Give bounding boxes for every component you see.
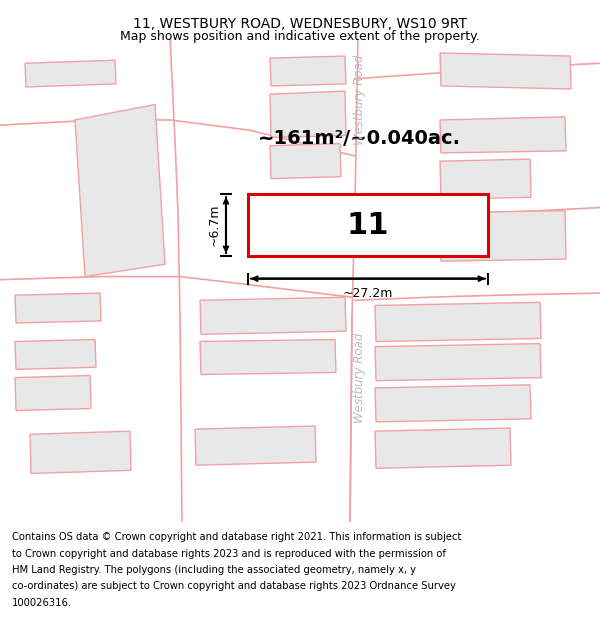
- Text: ~161m²/~0.040ac.: ~161m²/~0.040ac.: [258, 129, 461, 148]
- Bar: [248, 194, 488, 256]
- Polygon shape: [375, 428, 511, 468]
- Polygon shape: [15, 293, 101, 323]
- Polygon shape: [200, 339, 336, 374]
- Polygon shape: [440, 53, 571, 89]
- Polygon shape: [75, 104, 165, 277]
- Polygon shape: [270, 91, 346, 138]
- Polygon shape: [270, 56, 346, 86]
- Polygon shape: [200, 298, 346, 334]
- Polygon shape: [25, 60, 116, 87]
- Polygon shape: [375, 385, 531, 422]
- Text: co-ordinates) are subject to Crown copyright and database rights 2023 Ordnance S: co-ordinates) are subject to Crown copyr…: [12, 581, 456, 591]
- Text: 11: 11: [347, 211, 389, 239]
- Text: to Crown copyright and database rights 2023 and is reproduced with the permissio: to Crown copyright and database rights 2…: [12, 549, 446, 559]
- Polygon shape: [375, 302, 541, 341]
- Text: Map shows position and indicative extent of the property.: Map shows position and indicative extent…: [120, 30, 480, 43]
- Polygon shape: [375, 344, 541, 381]
- Polygon shape: [15, 339, 96, 369]
- Polygon shape: [440, 159, 531, 199]
- Text: 100026316.: 100026316.: [12, 598, 72, 608]
- Polygon shape: [270, 144, 341, 179]
- Polygon shape: [30, 431, 131, 474]
- Polygon shape: [440, 211, 566, 261]
- Polygon shape: [15, 376, 91, 411]
- Text: Westbury Road: Westbury Road: [353, 332, 367, 422]
- Text: HM Land Registry. The polygons (including the associated geometry, namely x, y: HM Land Registry. The polygons (includin…: [12, 565, 416, 575]
- Polygon shape: [195, 426, 316, 465]
- Text: Westbury Road: Westbury Road: [353, 54, 367, 144]
- Polygon shape: [440, 117, 566, 153]
- Text: ~6.7m: ~6.7m: [208, 204, 221, 246]
- Text: Contains OS data © Crown copyright and database right 2021. This information is : Contains OS data © Crown copyright and d…: [12, 532, 461, 542]
- Text: 11, WESTBURY ROAD, WEDNESBURY, WS10 9RT: 11, WESTBURY ROAD, WEDNESBURY, WS10 9RT: [133, 18, 467, 31]
- Text: ~27.2m: ~27.2m: [343, 287, 393, 300]
